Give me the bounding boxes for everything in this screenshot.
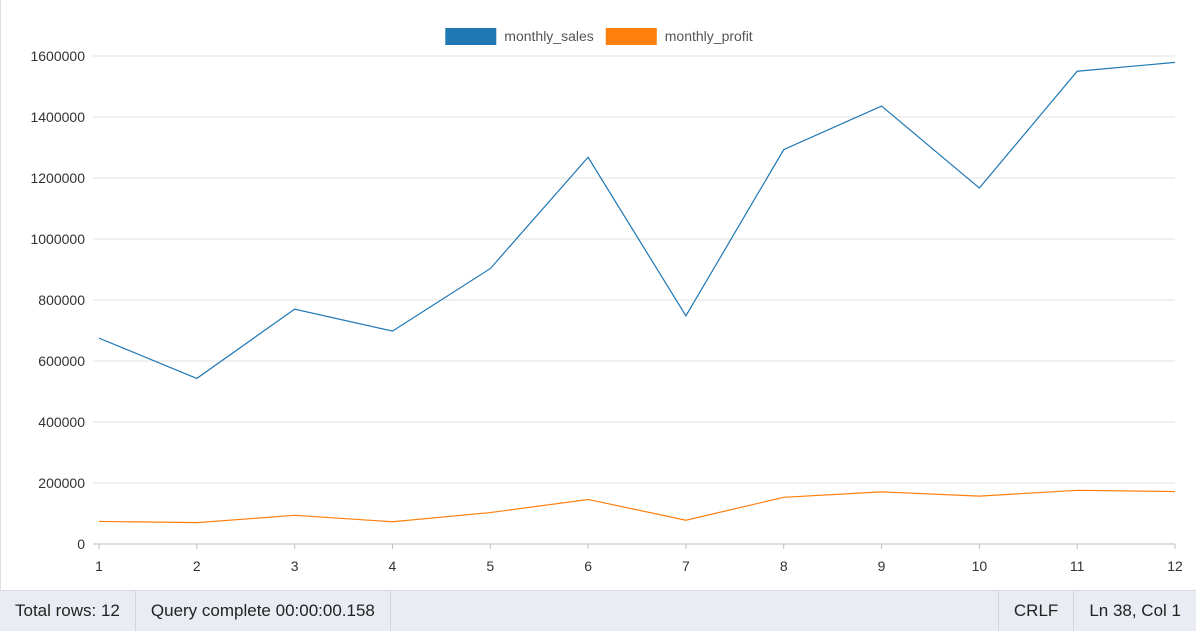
x-tick-label-8: 8 bbox=[780, 558, 788, 574]
x-tick-label-7: 7 bbox=[682, 558, 690, 574]
y-tick-label-1000000: 1000000 bbox=[30, 231, 85, 247]
y-tick-label-600000: 600000 bbox=[38, 353, 85, 369]
legend-label-monthly_sales: monthly_sales bbox=[504, 28, 594, 44]
total-rows-status: Total rows: 12 bbox=[0, 591, 136, 631]
x-tick-label-4: 4 bbox=[389, 558, 397, 574]
x-tick-label-11: 11 bbox=[1070, 558, 1085, 574]
line-chart: 0 200000 400000 600000 800000 1000000 1200000 1… bbox=[1, 0, 1196, 590]
legend-swatch-monthly_profit bbox=[606, 28, 657, 45]
cursor-position-status[interactable]: Ln 38, Col 1 bbox=[1073, 591, 1196, 631]
x-tick-label-10: 10 bbox=[972, 558, 988, 574]
x-tick-label-12: 12 bbox=[1167, 558, 1183, 574]
x-tick-label-1: 1 bbox=[95, 558, 103, 574]
y-tick-label-0: 0 bbox=[77, 536, 85, 552]
y-tick-label-400000: 400000 bbox=[38, 414, 85, 430]
y-tick-label-1400000: 1400000 bbox=[30, 109, 85, 125]
legend-label-monthly_profit: monthly_profit bbox=[665, 28, 753, 44]
x-tick-label-3: 3 bbox=[291, 558, 299, 574]
x-tick-label-2: 2 bbox=[193, 558, 201, 574]
y-tick-label-1200000: 1200000 bbox=[30, 170, 85, 186]
status-bar: Total rows: 12 Query complete 00:00:00.1… bbox=[0, 590, 1196, 631]
x-tick-label-9: 9 bbox=[878, 558, 886, 574]
line-ending-status[interactable]: CRLF bbox=[998, 591, 1073, 631]
series-line-monthly_sales bbox=[99, 62, 1175, 378]
legend-swatch-monthly_sales bbox=[445, 28, 496, 45]
y-tick-label-1600000: 1600000 bbox=[30, 48, 85, 64]
y-tick-label-800000: 800000 bbox=[38, 292, 85, 308]
chart-panel: 0 200000 400000 600000 800000 1000000 1200000 1… bbox=[0, 0, 1196, 590]
series-line-monthly_profit bbox=[99, 490, 1175, 522]
query-status: Query complete 00:00:00.158 bbox=[136, 591, 391, 631]
x-tick-label-5: 5 bbox=[486, 558, 494, 574]
x-tick-label-6: 6 bbox=[584, 558, 592, 574]
y-tick-label-200000: 200000 bbox=[38, 475, 85, 491]
